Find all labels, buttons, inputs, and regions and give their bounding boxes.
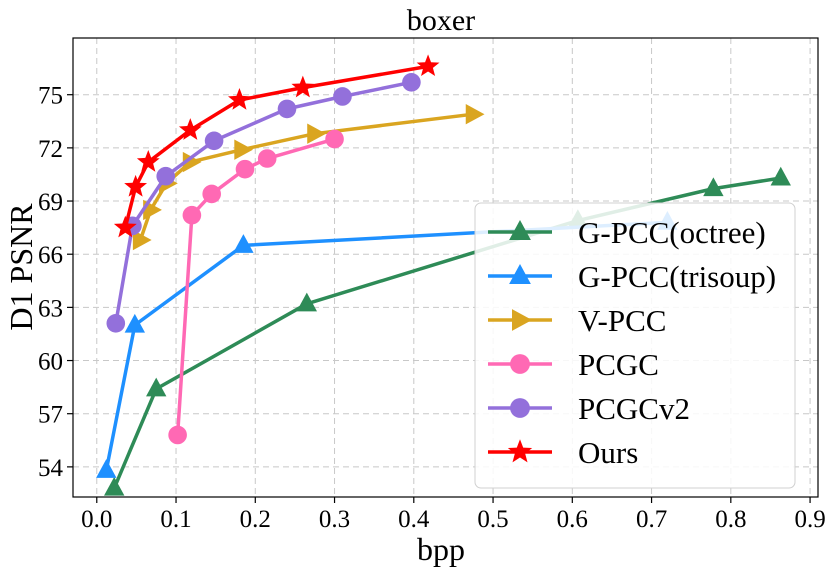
y-tick-label: 72: [38, 136, 63, 163]
series-line-g-pcc-trisoup: [104, 220, 668, 471]
legend-marker: [509, 220, 531, 240]
y-tick-label: 66: [38, 242, 63, 269]
data-point-pcgc: [257, 149, 277, 168]
series-v-pcc: [132, 104, 485, 251]
legend-marker: [510, 354, 530, 374]
series-line-pcgcv2: [114, 80, 412, 324]
y-axis-label: D1 PSNR: [3, 203, 39, 331]
y-tick-label: 69: [38, 189, 63, 216]
data-point-pcgc: [168, 425, 187, 445]
legend-marker: [507, 439, 533, 463]
series-line-g-pcc-octree: [112, 176, 782, 489]
legend-item-g-pcc-octree: G-PCC(octree): [488, 215, 766, 250]
data-point-ours: [291, 75, 315, 98]
x-tick-label: 0.9: [794, 506, 825, 533]
data-point-pcgc: [325, 129, 344, 149]
legend-item-pcgc: PCGC: [488, 347, 659, 382]
data-point-ours: [136, 150, 160, 172]
data-point-g-pcc-octree: [146, 377, 167, 397]
series-line-ours: [123, 64, 429, 229]
y-tick-label: 54: [38, 455, 64, 482]
data-point-g-pcc-octree: [770, 166, 791, 186]
data-point-ours: [416, 54, 440, 77]
legend-label: G-PCC(trisoup): [578, 259, 776, 294]
x-tick-label: 0.1: [160, 506, 191, 533]
x-axis-label: bpp: [417, 531, 465, 567]
legend-label: Ours: [578, 435, 638, 470]
chart-title: boxer: [407, 4, 475, 37]
data-point-pcgcv2: [204, 131, 224, 151]
legend-label: PCGC: [578, 347, 659, 382]
series-pcgcv2: [106, 73, 421, 333]
data-point-g-pcc-trisoup: [96, 459, 117, 478]
data-point-pcgcv2: [106, 314, 126, 333]
data-point-ours: [178, 118, 202, 140]
legend-item-g-pcc-trisoup: G-PCC(trisoup): [488, 259, 776, 294]
data-point-pcgc: [182, 205, 202, 225]
y-tick-label: 75: [38, 83, 63, 110]
legend-item-ours: Ours: [488, 435, 638, 470]
legend-label: G-PCC(octree): [578, 215, 766, 250]
legend: G-PCC(octree) G-PCC(trisoup) V-PCC PCGC PCGC…: [474, 202, 796, 489]
x-tick-label: 0.7: [636, 506, 667, 533]
data-point-g-pcc-octree: [703, 177, 724, 197]
data-point-pcgc: [202, 184, 221, 204]
x-tick-label: 0.6: [557, 506, 588, 533]
data-point-g-pcc-trisoup: [233, 234, 254, 253]
x-tick-label: 0.2: [240, 506, 271, 533]
data-point-v-pcc: [307, 123, 326, 144]
data-point-v-pcc: [234, 139, 254, 160]
series-g-pcc-octree: [104, 166, 791, 496]
data-point-v-pcc: [132, 229, 152, 251]
y-tick-label: 63: [38, 295, 63, 322]
data-point-g-pcc-octree: [296, 292, 318, 312]
series-ours: [113, 54, 440, 238]
data-point-ours: [113, 215, 137, 238]
x-tick-label: 0.0: [81, 506, 112, 533]
legend-marker: [509, 264, 531, 284]
legend-marker: [510, 398, 530, 418]
data-point-v-pcc: [182, 151, 202, 173]
legend-frame: [474, 202, 796, 489]
data-point-pcgcv2: [402, 73, 421, 92]
legend-label: PCGCv2: [578, 391, 690, 426]
data-point-ours: [124, 174, 148, 197]
legend-label: V-PCC: [578, 303, 666, 338]
x-axis: 0.0 0.1 0.2 0.3 0.4 0.5 0.6 0.7 0.8 0.9: [81, 497, 826, 533]
y-tick-label: 60: [38, 349, 63, 376]
series-line-pcgc: [175, 137, 336, 436]
data-point-pcgc: [235, 159, 255, 179]
y-tick-label: 57: [38, 402, 63, 429]
data-point-pcgcv2: [156, 166, 176, 186]
x-tick-label: 0.5: [477, 506, 508, 533]
data-point-v-pcc: [465, 104, 485, 125]
y-axis: 54 57 60 63 66 69 72 75: [38, 83, 73, 482]
series-pcgc: [168, 129, 344, 445]
data-point-pcgcv2: [333, 87, 352, 106]
x-tick-label: 0.4: [398, 506, 430, 533]
legend-item-pcgcv2: PCGCv2: [488, 391, 690, 426]
legend-marker: [512, 309, 532, 331]
data-point-g-pcc-trisoup: [124, 313, 146, 333]
data-point-pcgcv2: [277, 99, 297, 119]
plot-area-frame: [72, 37, 819, 498]
x-tick-label: 0.8: [715, 506, 746, 533]
legend-item-v-pcc: V-PCC: [488, 303, 666, 338]
data-point-g-pcc-octree: [104, 476, 125, 496]
x-tick-label: 0.3: [319, 506, 350, 533]
data-point-ours: [228, 88, 251, 110]
